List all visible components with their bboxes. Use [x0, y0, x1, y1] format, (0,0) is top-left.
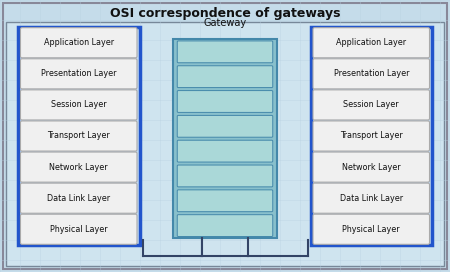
- Text: Gateway: Gateway: [203, 18, 247, 28]
- Text: Transport Layer: Transport Layer: [47, 131, 110, 141]
- Bar: [18, 27, 140, 245]
- FancyBboxPatch shape: [177, 91, 273, 112]
- FancyBboxPatch shape: [177, 66, 273, 88]
- Text: Physical Layer: Physical Layer: [50, 225, 108, 234]
- FancyBboxPatch shape: [21, 28, 137, 58]
- Text: Session Layer: Session Layer: [51, 100, 107, 109]
- FancyBboxPatch shape: [21, 90, 137, 120]
- Text: Data Link Layer: Data Link Layer: [47, 194, 110, 203]
- Text: Network Layer: Network Layer: [50, 163, 108, 172]
- Text: Transport Layer: Transport Layer: [340, 131, 403, 141]
- FancyBboxPatch shape: [177, 165, 273, 187]
- Text: Presentation Layer: Presentation Layer: [41, 69, 117, 78]
- Text: Application Layer: Application Layer: [44, 38, 114, 47]
- Text: Network Layer: Network Layer: [342, 163, 400, 172]
- Text: Session Layer: Session Layer: [343, 100, 399, 109]
- Bar: [173, 39, 277, 238]
- Text: OSI correspondence of gateways: OSI correspondence of gateways: [110, 7, 340, 20]
- Text: Application Layer: Application Layer: [336, 38, 406, 47]
- Text: Presentation Layer: Presentation Layer: [333, 69, 409, 78]
- FancyBboxPatch shape: [177, 115, 273, 137]
- FancyBboxPatch shape: [313, 90, 429, 120]
- Bar: [6, 22, 444, 266]
- Bar: [310, 27, 432, 245]
- FancyBboxPatch shape: [177, 140, 273, 162]
- FancyBboxPatch shape: [177, 215, 273, 236]
- FancyBboxPatch shape: [21, 59, 137, 89]
- FancyBboxPatch shape: [177, 190, 273, 212]
- FancyBboxPatch shape: [21, 183, 137, 213]
- Text: Physical Layer: Physical Layer: [342, 225, 400, 234]
- Text: Data Link Layer: Data Link Layer: [340, 194, 403, 203]
- FancyBboxPatch shape: [21, 121, 137, 151]
- FancyBboxPatch shape: [313, 152, 429, 182]
- FancyBboxPatch shape: [313, 59, 429, 89]
- FancyBboxPatch shape: [313, 183, 429, 213]
- FancyBboxPatch shape: [313, 214, 429, 244]
- FancyBboxPatch shape: [21, 214, 137, 244]
- FancyBboxPatch shape: [177, 41, 273, 63]
- FancyBboxPatch shape: [313, 121, 429, 151]
- FancyBboxPatch shape: [21, 152, 137, 182]
- FancyBboxPatch shape: [313, 28, 429, 58]
